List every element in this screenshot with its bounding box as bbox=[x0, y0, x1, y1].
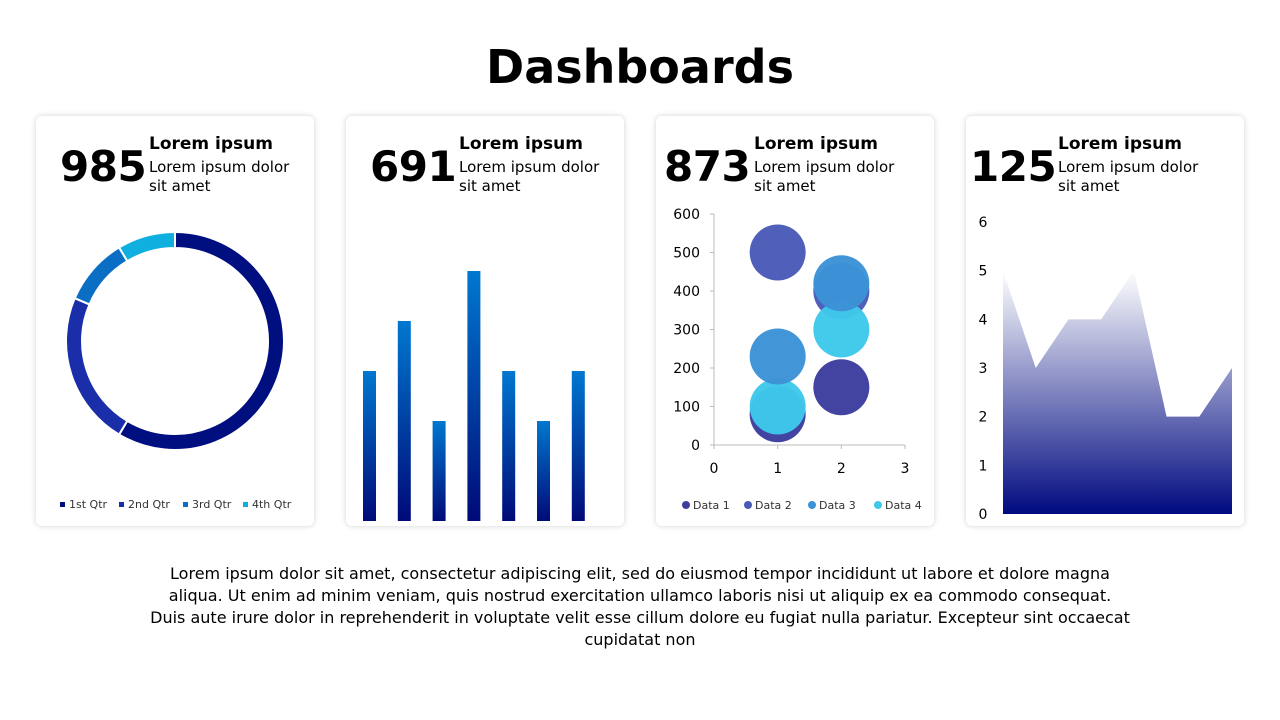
card-text: Lorem ipsum dolor sit amet bbox=[459, 158, 600, 195]
card-heading: Lorem ipsum bbox=[459, 134, 583, 154]
bubble bbox=[813, 255, 870, 312]
bubble bbox=[749, 224, 806, 281]
y-tick-label: 4 bbox=[979, 312, 988, 328]
legend-marker bbox=[183, 502, 188, 507]
bubble bbox=[813, 301, 870, 358]
y-tick-label: 200 bbox=[673, 361, 700, 377]
bar-chart bbox=[363, 271, 585, 521]
legend-marker bbox=[808, 501, 816, 509]
y-tick-label: 300 bbox=[673, 323, 700, 339]
donut-chart: 1st Qtr 2nd Qtr 3rd Qtr 4th Qtr bbox=[60, 230, 292, 511]
legend-marker bbox=[682, 501, 690, 509]
bar bbox=[537, 421, 550, 521]
y-tick-label: 100 bbox=[673, 400, 700, 416]
bar bbox=[467, 271, 481, 521]
y-tick-label: 600 bbox=[673, 207, 700, 223]
y-tick-label: 1 bbox=[979, 458, 988, 474]
y-tick-label: 500 bbox=[673, 246, 700, 262]
kpi-value: 691 bbox=[370, 142, 457, 191]
bubble bbox=[749, 378, 806, 435]
y-tick-label: 3 bbox=[979, 361, 988, 377]
bar bbox=[502, 371, 516, 521]
legend-label: 3rd Qtr bbox=[192, 498, 232, 511]
bubble bbox=[749, 328, 806, 385]
card-text: Lorem ipsum dolor sit amet bbox=[1058, 158, 1199, 195]
donut-slice bbox=[73, 246, 129, 306]
kpi-value: 873 bbox=[664, 142, 751, 191]
kpi-value: 125 bbox=[970, 142, 1057, 191]
y-tick-label: 5 bbox=[979, 264, 988, 280]
legend-label: Data 2 bbox=[755, 499, 792, 512]
card-bar: 691 Lorem ipsum Lorem ipsum dolor sit am… bbox=[346, 116, 624, 526]
donut-slice bbox=[65, 296, 129, 436]
x-tick-label: 2 bbox=[837, 461, 846, 477]
legend-label: 2nd Qtr bbox=[128, 498, 170, 511]
area-fill bbox=[1003, 270, 1232, 514]
card-heading: Lorem ipsum bbox=[149, 134, 273, 154]
bar bbox=[363, 371, 376, 521]
kpi-value: 985 bbox=[60, 142, 147, 191]
x-tick-label: 3 bbox=[901, 461, 910, 477]
bubble bbox=[813, 359, 870, 416]
bar bbox=[571, 371, 585, 521]
legend-label: Data 4 bbox=[885, 499, 922, 512]
page-title: Dashboards bbox=[486, 40, 794, 94]
x-tick-label: 1 bbox=[773, 461, 782, 477]
card-area: 125 Lorem ipsum Lorem ipsum dolor sit am… bbox=[966, 116, 1244, 526]
legend-label: Data 3 bbox=[819, 499, 856, 512]
card-text: Lorem ipsum dolor sit amet bbox=[149, 158, 290, 195]
donut-slice bbox=[117, 230, 176, 263]
card-bubble: 873 Lorem ipsum Lorem ipsum dolor sit am… bbox=[656, 116, 934, 526]
y-tick-label: 0 bbox=[691, 438, 700, 454]
x-tick-label: 0 bbox=[710, 461, 719, 477]
card-heading: Lorem ipsum bbox=[754, 134, 878, 154]
legend-marker bbox=[874, 501, 882, 509]
bar bbox=[397, 321, 411, 521]
donut-slice bbox=[117, 230, 285, 451]
legend-label: Data 1 bbox=[693, 499, 730, 512]
card-heading: Lorem ipsum bbox=[1058, 134, 1182, 154]
y-tick-label: 6 bbox=[979, 215, 988, 231]
y-tick-label: 2 bbox=[979, 410, 988, 426]
y-tick-label: 0 bbox=[979, 507, 988, 523]
card-donut: 985 Lorem ipsum Lorem ipsum dolor sit am… bbox=[36, 116, 314, 526]
area-chart: 0 1 2 3 4 5 6 bbox=[979, 215, 1232, 523]
bubble-chart: 0 100 200 300 400 500 600 0 1 2 3 Data 1 Data 2 Data … bbox=[673, 207, 922, 512]
legend-label: 4th Qtr bbox=[252, 498, 292, 511]
legend-marker bbox=[243, 502, 248, 507]
legend-marker bbox=[119, 502, 124, 507]
card-text: Lorem ipsum dolor sit amet bbox=[754, 158, 895, 195]
bar bbox=[432, 421, 446, 521]
description-paragraph: Lorem ipsum dolor sit amet, consectetur … bbox=[150, 564, 1130, 649]
legend-marker bbox=[744, 501, 752, 509]
legend-marker bbox=[60, 502, 65, 507]
y-tick-label: 400 bbox=[673, 284, 700, 300]
legend-label: 1st Qtr bbox=[69, 498, 108, 511]
